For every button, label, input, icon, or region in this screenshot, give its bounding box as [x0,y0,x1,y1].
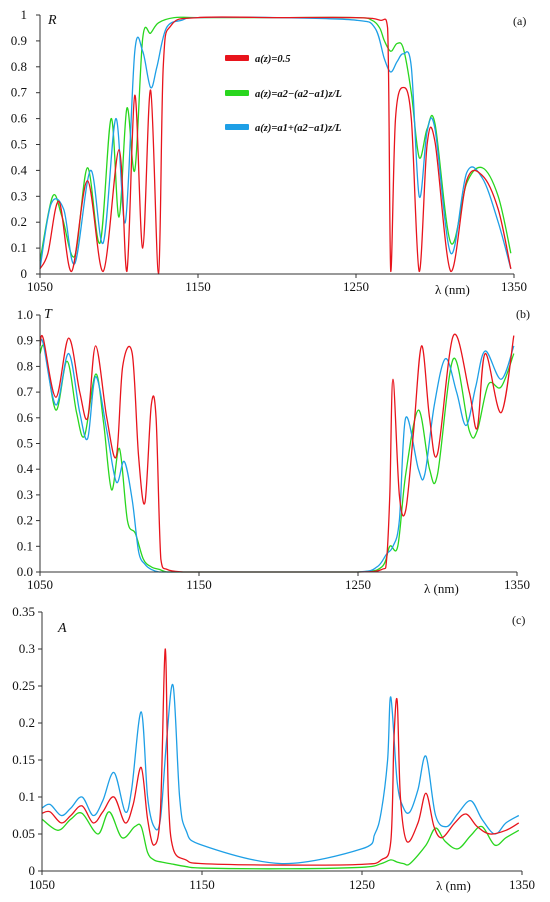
panel-b-y-tick-label: 0.4 [17,461,34,476]
panel-a-x-tick-label: 1350 [501,279,527,294]
panel-a-ylabel: R [47,13,57,28]
panel-b-y-tick-label: 0.9 [17,333,33,348]
panel-a-y-tick-label: 0.2 [11,214,27,229]
legend-entry-1: a(z)=a2−(a2−a1)z/L [225,89,342,100]
panel-a-y-tick-label: 0.1 [11,240,27,255]
panel-c-y-tick-label: 0.05 [12,826,35,841]
panel-b-y-tick-label: 0.6 [17,410,34,425]
panel-c-series-line-1 [41,811,520,870]
legend-swatch-2 [225,124,249,130]
panel-a-label: (a) [513,14,526,28]
panel-a-xlabel: λ (nm) [435,282,470,297]
panel-c-y-tick-label: 0 [29,863,36,878]
panel-b-axes [36,314,518,576]
panel-b-xlabel: λ (nm) [424,581,459,596]
legend: a(z)=0.5 a(z)=a2−(a2−a1)z/L a(z)=a1+(a2−… [225,54,342,134]
panel-b-y-tick-label: 0.5 [17,436,33,451]
panel-a-x-tick-label: 1150 [185,279,211,294]
panel-a-data-lines [39,16,512,275]
chart-panel-a: 0 0.1 0.2 0.3 0.4 0.5 0.6 0.7 0.8 0.9 1 1050 1150 125… [11,7,527,297]
panel-a-y-tick-label: 0 [21,266,28,281]
panel-a-series-line-0 [39,16,512,275]
panel-a-y-tick-label: 1 [21,7,28,22]
panel-b-x-tick-label: 1350 [504,577,530,592]
chart-panel-c: 0 0.05 0.1 0.15 0.2 0.25 0.3 0.35 1050 1150 1250 13… [12,604,535,893]
panel-c-series-line-2 [41,683,520,865]
panel-c-y-tick-label: 0.2 [19,715,35,730]
panel-c-y-tick-label: 0.25 [12,678,35,693]
panel-a-y-tick-label: 0.6 [11,111,28,126]
panel-b-y-tick-label: 0.1 [17,538,33,553]
panel-c-data-lines [41,648,520,870]
panel-a-y-tick-label: 0.8 [11,59,27,74]
panel-b-y-tick-label: 0.0 [17,564,33,579]
panel-a-y-tick-label: 0.9 [11,33,27,48]
legend-swatch-0 [225,55,249,61]
panel-c-y-tick-label: 0.3 [19,641,35,656]
panel-c-axes [38,611,523,875]
panel-b-label: (b) [516,307,530,321]
legend-swatch-1 [225,90,249,96]
legend-entry-2: a(z)=a1+(a2−a1)z/L [225,123,342,134]
panel-b-y-tick-label: 0.3 [17,487,33,502]
panel-c-tick-labels: 0 0.05 0.1 0.15 0.2 0.25 0.3 0.35 1050 1150 1250 13… [12,604,535,892]
panel-c-y-tick-label: 0.1 [19,789,35,804]
panel-b-y-tick-label: 0.7 [17,384,34,399]
panel-c-ylabel: A [57,621,67,636]
panel-a-y-tick-label: 0.4 [11,162,28,177]
panel-a-x-tick-label: 1050 [27,279,53,294]
panel-a-axes [36,14,515,278]
panel-a-tick-labels: 0 0.1 0.2 0.3 0.4 0.5 0.6 0.7 0.8 0.9 1 1050 1150 125… [11,7,527,294]
legend-label-1: a(z)=a2−(a2−a1)z/L [255,89,342,100]
panel-c-y-tick-label: 0.15 [12,752,35,767]
panel-b-tick-labels: 0.0 0.1 0.2 0.3 0.4 0.5 0.6 0.7 0.8 0.9 1.0 1050 115… [17,307,530,592]
panel-a-y-tick-label: 0.7 [11,85,28,100]
panel-b-x-tick-label: 1250 [345,577,371,592]
panel-c-label: (c) [512,613,525,627]
legend-label-0: a(z)=0.5 [255,54,290,65]
panel-b-x-tick-label: 1150 [186,577,212,592]
legend-entry-0: a(z)=0.5 [225,54,290,65]
panel-a-y-tick-label: 0.3 [11,188,27,203]
panel-b-y-tick-label: 1.0 [17,307,33,322]
panel-c-xlabel: λ (nm) [436,878,471,893]
panel-c-series-line-0 [41,648,520,866]
panel-a-x-tick-label: 1250 [343,279,369,294]
panel-c-x-tick-label: 1250 [349,877,375,892]
panel-c-x-tick-label: 1350 [509,877,535,892]
legend-label-2: a(z)=a1+(a2−a1)z/L [255,123,342,134]
panel-a-y-tick-label: 0.5 [11,137,27,152]
chart-panel-b: 0.0 0.1 0.2 0.3 0.4 0.5 0.6 0.7 0.8 0.9 1.0 1050 115… [17,307,530,596]
panel-b-ylabel: T [44,307,53,322]
panel-b-y-tick-label: 0.8 [17,358,33,373]
panel-c-x-tick-label: 1150 [189,877,215,892]
panel-b-x-tick-label: 1050 [27,577,53,592]
panel-b-y-tick-label: 0.2 [17,513,33,528]
panel-c-x-tick-label: 1050 [29,877,55,892]
panel-c-y-tick-label: 0.35 [12,604,35,619]
